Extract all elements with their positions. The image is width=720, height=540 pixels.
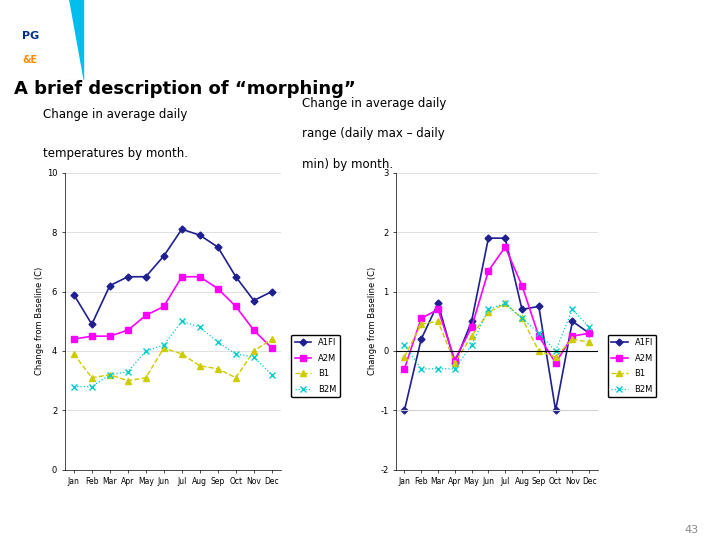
Text: 43: 43 bbox=[684, 525, 698, 535]
Text: Change in average daily: Change in average daily bbox=[302, 97, 447, 110]
Text: A brief description of “morphing”: A brief description of “morphing” bbox=[14, 80, 356, 98]
Text: range (daily max – daily: range (daily max – daily bbox=[302, 127, 445, 140]
Text: Change in average daily: Change in average daily bbox=[43, 108, 188, 121]
Text: PG: PG bbox=[22, 31, 39, 41]
Y-axis label: Change from Baseline (C): Change from Baseline (C) bbox=[35, 267, 44, 375]
Text: Future Weather: Future Weather bbox=[130, 30, 326, 50]
Y-axis label: Change from Baseline (C): Change from Baseline (C) bbox=[369, 267, 377, 375]
Polygon shape bbox=[47, 0, 83, 80]
Polygon shape bbox=[61, 0, 83, 80]
Bar bbox=[0, 0, 61, 80]
Legend: A1FI, A2M, B1, B2M: A1FI, A2M, B1, B2M bbox=[292, 334, 340, 397]
Text: &E: &E bbox=[22, 55, 38, 65]
Text: min) by month.: min) by month. bbox=[302, 158, 394, 171]
Legend: A1FI, A2M, B1, B2M: A1FI, A2M, B1, B2M bbox=[608, 334, 656, 397]
Text: temperatures by month.: temperatures by month. bbox=[43, 147, 188, 160]
